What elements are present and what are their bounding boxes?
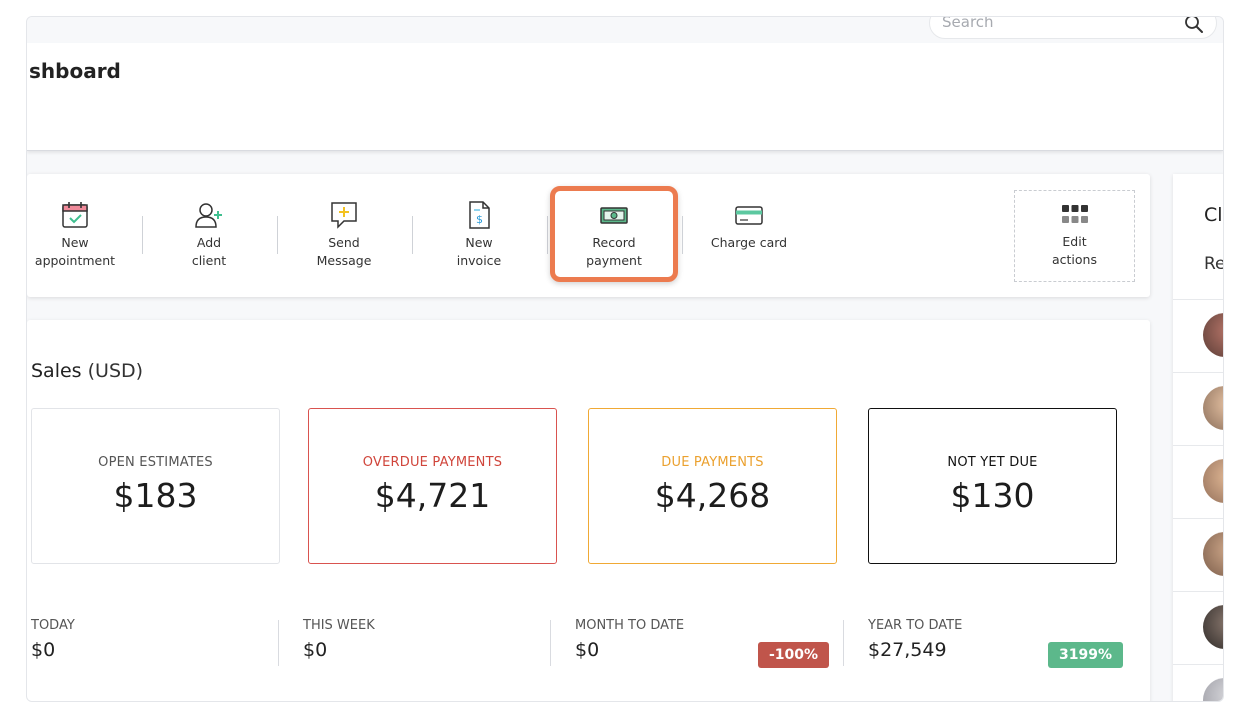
divider [843, 620, 844, 666]
page-title: shboard [29, 59, 121, 83]
stat-value: $183 [113, 476, 198, 515]
sales-card: Sales (USD) OPEN ESTIMATES $183 OVERDUE … [27, 320, 1150, 701]
sales-title-text: Sales [31, 360, 82, 382]
send-message-button[interactable]: Send Message [279, 192, 409, 282]
add-client-button[interactable]: Add client [144, 192, 274, 282]
search-input[interactable]: Search [929, 16, 1217, 39]
action-label: New invoice [456, 235, 502, 268]
sales-title-unit: (USD) [87, 360, 144, 382]
period-caption: THIS WEEK [303, 618, 375, 633]
change-badge: 3199% [1048, 642, 1123, 668]
stat-value: $4,268 [654, 476, 771, 515]
divider [547, 216, 548, 254]
divider [682, 216, 683, 254]
record-payment-button[interactable]: Record payment [549, 192, 679, 282]
action-label: New appointment [34, 235, 116, 268]
action-label: Charge card [710, 235, 788, 250]
divider [278, 620, 279, 666]
period-caption: YEAR TO DATE [868, 618, 963, 633]
action-label: Send Message [316, 235, 372, 268]
edit-actions-button[interactable]: Edit actions [1014, 190, 1135, 282]
period-caption: MONTH TO DATE [575, 618, 685, 633]
client-row[interactable] [1173, 518, 1223, 591]
open-estimates-card[interactable]: OPEN ESTIMATES $183 [31, 408, 280, 564]
action-label: Record payment [586, 235, 642, 268]
avatar [1203, 386, 1223, 430]
search-icon[interactable] [1184, 16, 1204, 34]
divider [277, 216, 278, 254]
search-placeholder: Search [942, 16, 994, 31]
divider [142, 216, 143, 254]
month-to-date-stat: MONTH TO DATE $0 [575, 618, 684, 668]
add-user-icon [195, 203, 222, 228]
app-window: Search shboard New appointment [26, 16, 1224, 702]
new-appointment-button[interactable]: New appointment [27, 192, 140, 282]
client-row[interactable] [1173, 591, 1223, 664]
chat-plus-icon [331, 202, 357, 229]
edit-actions-label: Edit actions [1052, 234, 1097, 267]
period-caption: TODAY [31, 618, 75, 633]
avatar [1203, 678, 1223, 701]
this-week-stat: THIS WEEK $0 [303, 618, 375, 668]
divider [412, 216, 413, 254]
avatar [1203, 313, 1223, 357]
client-row[interactable] [1173, 372, 1223, 445]
charge-card-button[interactable]: Charge card [684, 192, 814, 282]
panel-subtitle[interactable]: Re [1204, 254, 1224, 274]
year-to-date-stat: YEAR TO DATE $27,549 [868, 618, 962, 668]
top-bar: Search [27, 17, 1223, 43]
action-label: Add client [191, 235, 227, 268]
stat-caption: NOT YET DUE [947, 455, 1038, 470]
avatar [1203, 532, 1223, 576]
period-value: $0 [31, 639, 56, 661]
divider [550, 620, 551, 666]
stat-value: $4,721 [374, 476, 491, 515]
sales-title: Sales (USD) [31, 360, 143, 382]
panel-title: Cl [1204, 204, 1223, 226]
quick-actions-bar: New appointment Add client Send Message [27, 174, 1150, 297]
invoice-dollar-icon: $ [469, 201, 490, 229]
page-header: shboard [27, 43, 1223, 151]
stat-caption: DUE PAYMENTS [661, 455, 764, 470]
client-row[interactable] [1173, 445, 1223, 518]
change-badge: -100% [758, 642, 830, 668]
credit-card-icon [735, 206, 763, 225]
highlight-outline [550, 186, 678, 282]
client-row[interactable] [1173, 664, 1223, 701]
due-payments-card[interactable]: DUE PAYMENTS $4,268 [588, 408, 837, 564]
stat-caption: OPEN ESTIMATES [98, 455, 213, 470]
stat-caption: OVERDUE PAYMENTS [362, 455, 503, 470]
cash-icon [600, 207, 628, 224]
clients-panel: Cl Re [1173, 174, 1224, 701]
svg-text:$: $ [476, 213, 483, 226]
avatar [1203, 459, 1223, 503]
calendar-check-icon [62, 202, 88, 228]
not-yet-due-card[interactable]: NOT YET DUE $130 [868, 408, 1117, 564]
stat-value: $130 [950, 476, 1035, 515]
period-value: $0 [575, 639, 600, 661]
grid-icon [1061, 205, 1088, 223]
new-invoice-button[interactable]: $ New invoice [414, 192, 544, 282]
period-value: $27,549 [868, 639, 947, 661]
client-row[interactable] [1173, 299, 1223, 372]
overdue-payments-card[interactable]: OVERDUE PAYMENTS $4,721 [308, 408, 557, 564]
today-stat: TODAY $0 [31, 618, 75, 668]
avatar [1203, 605, 1223, 649]
period-value: $0 [303, 639, 328, 661]
